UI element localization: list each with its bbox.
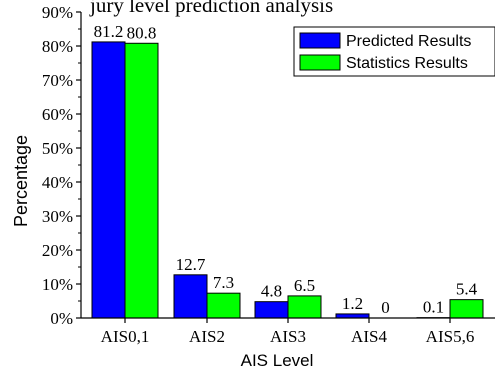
y-axis-title: Percentage [11,135,31,227]
legend-label-statistics: Statistics Results [346,55,468,72]
top-clipped-text: jury level prediction analysis [89,0,333,17]
x-axis-title: AIS Level [241,351,314,370]
bar-predicted-1 [173,274,208,319]
x-tick-label: AIS0,1 [101,327,150,346]
bar-labels-layer: 81.2 80.8 12.7 7.3 4.8 6.5 1.2 0 0.1 5.4 [94,22,478,317]
bars-layer [91,41,484,319]
legend-swatch-statistics [299,54,341,71]
y-tick-label: 40% [42,173,73,192]
x-tick-label: AIS5,6 [426,327,475,346]
bar-value-label: 4.8 [261,282,282,301]
bar-predicted-3 [335,313,370,319]
bar-value-label: 12.7 [176,255,206,274]
bar-value-label: 80.8 [127,23,157,42]
bar-statistics-4 [449,299,484,319]
bar-statistics-0 [124,42,159,319]
bar-value-label: 0 [381,298,390,317]
x-tick-label: AIS4 [351,327,387,346]
x-tick-label: AIS2 [189,327,225,346]
bar-value-label: 0.1 [423,298,444,317]
y-tick-label: 90% [42,3,73,22]
bar-predicted-0 [91,41,126,319]
y-tick-label: 0% [50,309,73,328]
y-tick-label: 80% [42,37,73,56]
bar-value-label: 81.2 [94,22,124,41]
bar-predicted-2 [254,301,289,319]
bar-statistics-1 [206,292,241,319]
bar-statistics-2 [287,295,322,319]
legend-swatch-predicted [299,32,341,49]
legend: Predicted Results Statistics Results [293,26,495,77]
y-tick-label: 30% [42,207,73,226]
y-ticks-layer: 0% 10% 20% 30% 40% 50% 60% 70% 80% 90% [42,3,81,328]
top-text: jury level prediction analysis [89,0,333,17]
y-tick-label: 20% [42,241,73,260]
bar-value-label: 5.4 [456,280,478,299]
x-ticks-layer: AIS0,1 AIS2 AIS3 AIS4 AIS5,6 [101,318,475,346]
bar-value-label: 6.5 [294,276,315,295]
y-tick-label: 70% [42,71,73,90]
y-tick-label: 10% [42,275,73,294]
y-tick-label: 50% [42,139,73,158]
legend-label-predicted: Predicted Results [346,33,471,50]
y-tick-label: 60% [42,105,73,124]
bar-value-label: 1.2 [342,294,363,313]
bar-value-label: 7.3 [213,273,234,292]
x-tick-label: AIS3 [270,327,306,346]
